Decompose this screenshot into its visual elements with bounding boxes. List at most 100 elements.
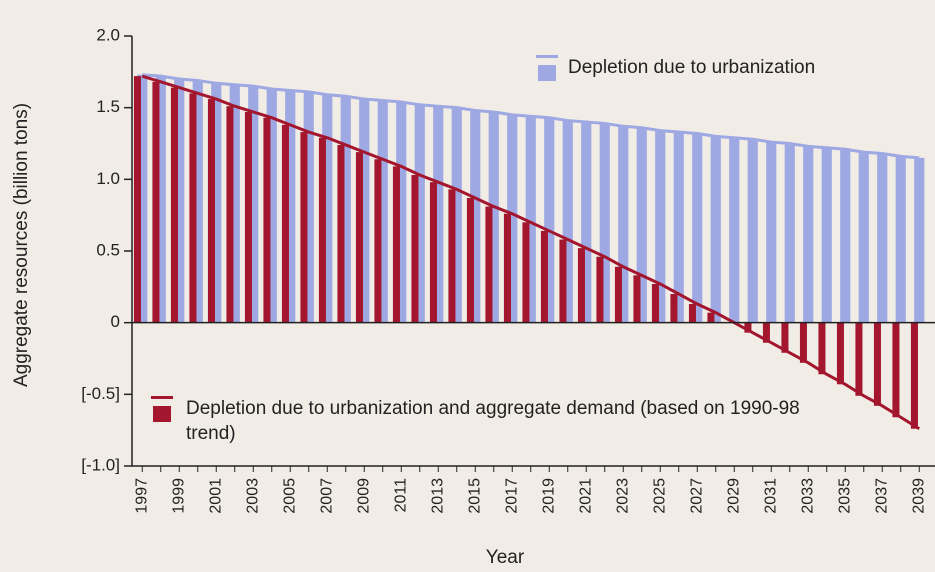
bar	[673, 132, 684, 323]
bar	[448, 189, 456, 323]
y-tick-label: [-0.5]	[81, 384, 120, 403]
bar	[910, 322, 918, 429]
bar	[596, 256, 604, 323]
x-tick-label: 2013	[429, 478, 446, 514]
bar	[507, 114, 518, 323]
bar	[762, 322, 770, 343]
bar	[192, 80, 203, 323]
bar	[577, 248, 585, 323]
bar	[784, 143, 795, 323]
bar	[248, 86, 259, 323]
bar	[729, 137, 740, 323]
bar	[300, 132, 308, 323]
bar	[688, 304, 696, 323]
y-tick-label: 1.5	[96, 97, 120, 116]
bar	[766, 142, 777, 323]
legend-swatch	[538, 65, 556, 81]
bar	[355, 152, 363, 323]
x-tick-label: 2015	[466, 478, 483, 514]
bar	[599, 123, 610, 323]
bar	[396, 101, 407, 323]
legend-label: Depletion due to urbanization	[568, 57, 816, 78]
bar	[836, 322, 844, 385]
legend-line	[151, 396, 173, 399]
x-tick-label: 2021	[577, 478, 594, 514]
bar	[818, 322, 826, 375]
bar	[263, 117, 271, 323]
legend-swatch	[153, 406, 171, 422]
bar	[226, 106, 234, 323]
bar	[895, 156, 906, 323]
bar	[544, 117, 555, 323]
bar	[633, 275, 641, 323]
series-line	[141, 74, 921, 431]
bar	[522, 222, 530, 323]
bar	[821, 147, 832, 323]
bar	[429, 182, 437, 323]
bar	[803, 146, 814, 323]
bar	[840, 149, 851, 323]
bar	[581, 122, 592, 323]
bar	[322, 94, 333, 323]
bar	[281, 124, 289, 323]
x-tick-label: 2029	[725, 478, 742, 514]
bar	[133, 76, 141, 323]
bar	[710, 136, 721, 323]
bar	[503, 213, 511, 323]
bar	[318, 137, 326, 323]
x-tick-label: 2007	[318, 478, 335, 514]
bar	[466, 197, 474, 323]
bar	[211, 83, 222, 323]
bar	[747, 139, 758, 323]
bar	[488, 111, 499, 323]
y-tick-label: 2.0	[96, 25, 120, 44]
bar	[152, 81, 160, 323]
y-axis-title: Aggregate resources (billion tons)	[11, 103, 32, 387]
x-tick-label: 2027	[688, 478, 705, 514]
bar	[692, 133, 703, 323]
bar	[392, 166, 400, 323]
bar	[636, 127, 647, 323]
bar	[155, 76, 166, 323]
x-tick-label: 2011	[392, 478, 409, 513]
x-tick-label: 2033	[799, 478, 816, 514]
bar	[618, 126, 629, 323]
x-tick-label: 2001	[207, 478, 224, 514]
bar	[244, 111, 252, 323]
bar	[303, 91, 314, 323]
x-tick-label: 2023	[614, 478, 631, 514]
bar	[858, 152, 869, 323]
x-tick-label: 2037	[873, 478, 890, 514]
x-tick-label: 2005	[281, 478, 298, 514]
x-axis-title: Year	[486, 547, 525, 568]
bar	[377, 100, 388, 323]
y-tick-label: 0.5	[96, 240, 120, 259]
bar	[229, 84, 240, 323]
bar	[873, 322, 881, 406]
x-tick-label: 2003	[244, 478, 261, 514]
bar	[562, 120, 573, 323]
x-tick-label: 1999	[170, 478, 187, 514]
bar	[340, 96, 351, 323]
bar	[451, 107, 462, 323]
x-tick-label: 2019	[540, 478, 557, 514]
bar	[914, 157, 925, 323]
y-tick-label: 1.0	[96, 169, 120, 188]
bar	[781, 322, 789, 353]
y-tick-label: 0	[111, 312, 120, 331]
bar	[655, 130, 666, 323]
x-tick-label: 2035	[836, 478, 853, 514]
x-tick-label: 2039	[910, 478, 927, 514]
bar	[540, 230, 548, 323]
bar	[433, 106, 444, 323]
bar	[189, 93, 197, 323]
x-tick-label: 2017	[503, 478, 520, 514]
bar	[614, 266, 622, 323]
bar	[670, 294, 678, 323]
series-line	[142, 73, 920, 160]
bar	[207, 99, 215, 323]
bar	[877, 153, 888, 323]
y-tick-label: [-1.0]	[81, 455, 120, 474]
